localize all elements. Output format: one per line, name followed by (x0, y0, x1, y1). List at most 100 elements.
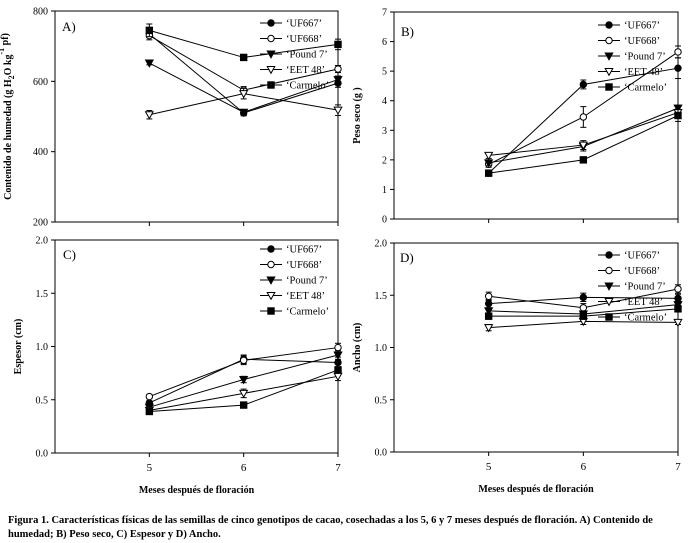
legend-marker (605, 266, 613, 275)
y-tick-label: 5 (382, 67, 387, 78)
data-point (484, 169, 493, 177)
data-point (579, 113, 588, 121)
legend-entry: ‘Carmelo’ (286, 307, 329, 318)
legend-marker (604, 52, 614, 61)
legend-marker (266, 66, 276, 75)
legend-marker (267, 34, 275, 43)
legend-entry: ‘Carmelo’ (286, 81, 329, 92)
data-point (144, 59, 154, 68)
legend-entry: ‘EET 48’ (286, 65, 325, 76)
data-point (239, 376, 249, 385)
legend-marker (267, 81, 275, 89)
y-tick-label: 2 (382, 155, 387, 166)
y-tick-label: 0 (382, 215, 387, 226)
legend-entry: ‘UF668’ (624, 36, 660, 47)
legend-marker (605, 313, 613, 321)
panel-c-thickness: 0.0 0.5 1.0 1.5 2.0 5 6 7 C) Espesor (cm) Meses de… (13, 236, 343, 496)
data-point (334, 343, 342, 352)
y-axis-label: Peso seco (g ) (352, 87, 363, 143)
data-point (145, 26, 154, 35)
legend-marker (267, 307, 275, 315)
y-tick-label: 1.0 (375, 343, 388, 354)
data-point (484, 307, 494, 316)
series-5 (145, 23, 342, 62)
data-point (334, 366, 342, 374)
y-tick-label: 0.5 (375, 395, 388, 406)
legend-marker (267, 245, 275, 253)
data-point (144, 111, 154, 120)
data-point (673, 318, 683, 328)
data-point (239, 356, 248, 365)
x-tick-label: 7 (335, 462, 341, 474)
data-point (674, 294, 682, 303)
legend-entry: ‘UF668’ (286, 34, 322, 45)
y-tick-label: 3 (382, 126, 387, 137)
y-tick-label: 2.0 (36, 236, 49, 247)
legend: ‘UF667’ ‘UF668’ ‘Pound 7’ ‘EET 48’ ‘Carmelo’ (260, 245, 329, 318)
legend-entry: ‘UF667’ (286, 245, 322, 256)
data-point (578, 141, 588, 150)
y-tick-label: 4 (382, 96, 387, 107)
panel-label: D) (400, 250, 414, 265)
series-5 (484, 109, 682, 177)
legend-entry: ‘UF667’ (624, 251, 660, 262)
legend-marker (266, 276, 276, 285)
y-axis-label-part: O kg (3, 54, 14, 75)
legend-entry: ‘Carmelo’ (624, 83, 667, 94)
data-point (484, 299, 493, 308)
y-tick-label: 0.0 (375, 448, 388, 459)
legend-marker (605, 21, 613, 29)
y-tick-label: 0.5 (36, 395, 49, 406)
y-tick-label: 2.0 (375, 239, 388, 250)
data-point (673, 301, 683, 310)
y-tick-label: 7 (382, 8, 387, 19)
data-point (484, 151, 494, 161)
legend-entry: ‘UF667’ (624, 21, 660, 32)
data-point (484, 312, 493, 320)
legend-entry: ‘EET 48’ (624, 297, 663, 308)
legend-marker (266, 50, 276, 59)
panel-a-moisture: 200 400 600 800 A) Contenido de humedad (g H2… (0, 7, 343, 229)
legend-marker (605, 36, 613, 45)
data-point (239, 401, 248, 409)
data-point (673, 104, 683, 113)
legend: ‘UF667’ ‘UF668’ ‘Pound 7’ ‘EET 48’ ‘Carmelo’ (598, 251, 667, 324)
series-3 (144, 59, 343, 118)
data-point (334, 358, 342, 367)
panel-b-dry-weight: 0 1 2 3 4 5 6 7 B) Peso seco (g ) ‘UF667’ ‘UF668’ ‘P… (352, 8, 683, 226)
legend-marker (604, 282, 614, 291)
figure-caption: Figura 1. Características físicas de las… (8, 515, 653, 540)
data-point (333, 351, 343, 360)
y-axis-label: Espesor (cm) (13, 319, 24, 375)
legend-entry: ‘EET 48’ (624, 67, 663, 78)
legend-entry: ‘Carmelo’ (624, 313, 667, 324)
x-axis-label: Meses después de floración (478, 484, 594, 495)
legend-marker (604, 298, 614, 307)
legend-entry: ‘Pound 7’ (286, 276, 328, 287)
data-point (333, 76, 343, 85)
series-5 (145, 366, 342, 416)
data-point (239, 53, 248, 62)
x-axis-label: Meses después de floración (139, 485, 255, 496)
data-point (674, 111, 682, 120)
data-point (674, 285, 682, 293)
panel-label: B) (401, 24, 414, 39)
y-axis-label: Ancho (cm) (352, 323, 363, 373)
y-axis-label-part: pf) (0, 33, 11, 48)
y-axis-label-part: Contenido de humedad (g H (3, 79, 14, 200)
y-tick-label: 1.0 (36, 342, 49, 353)
x-tick-label: 5 (147, 462, 153, 474)
data-point (674, 64, 682, 72)
legend-entry: ‘UF668’ (624, 266, 660, 277)
data-point (674, 305, 682, 313)
y-tick-label: 1.5 (36, 289, 49, 300)
data-point (145, 392, 154, 401)
legend-marker (605, 83, 613, 91)
legend-entry: ‘Pound 7’ (624, 282, 666, 293)
plot-frame (54, 239, 339, 454)
data-point (239, 389, 249, 399)
panel-label: A) (62, 19, 76, 34)
panel-d-width: 0.0 0.5 1.0 1.5 2.0 5 6 7 D) Ancho (cm) Meses desp… (352, 239, 683, 495)
y-axis-label-part: 2 (7, 75, 16, 79)
legend-marker (267, 260, 275, 269)
